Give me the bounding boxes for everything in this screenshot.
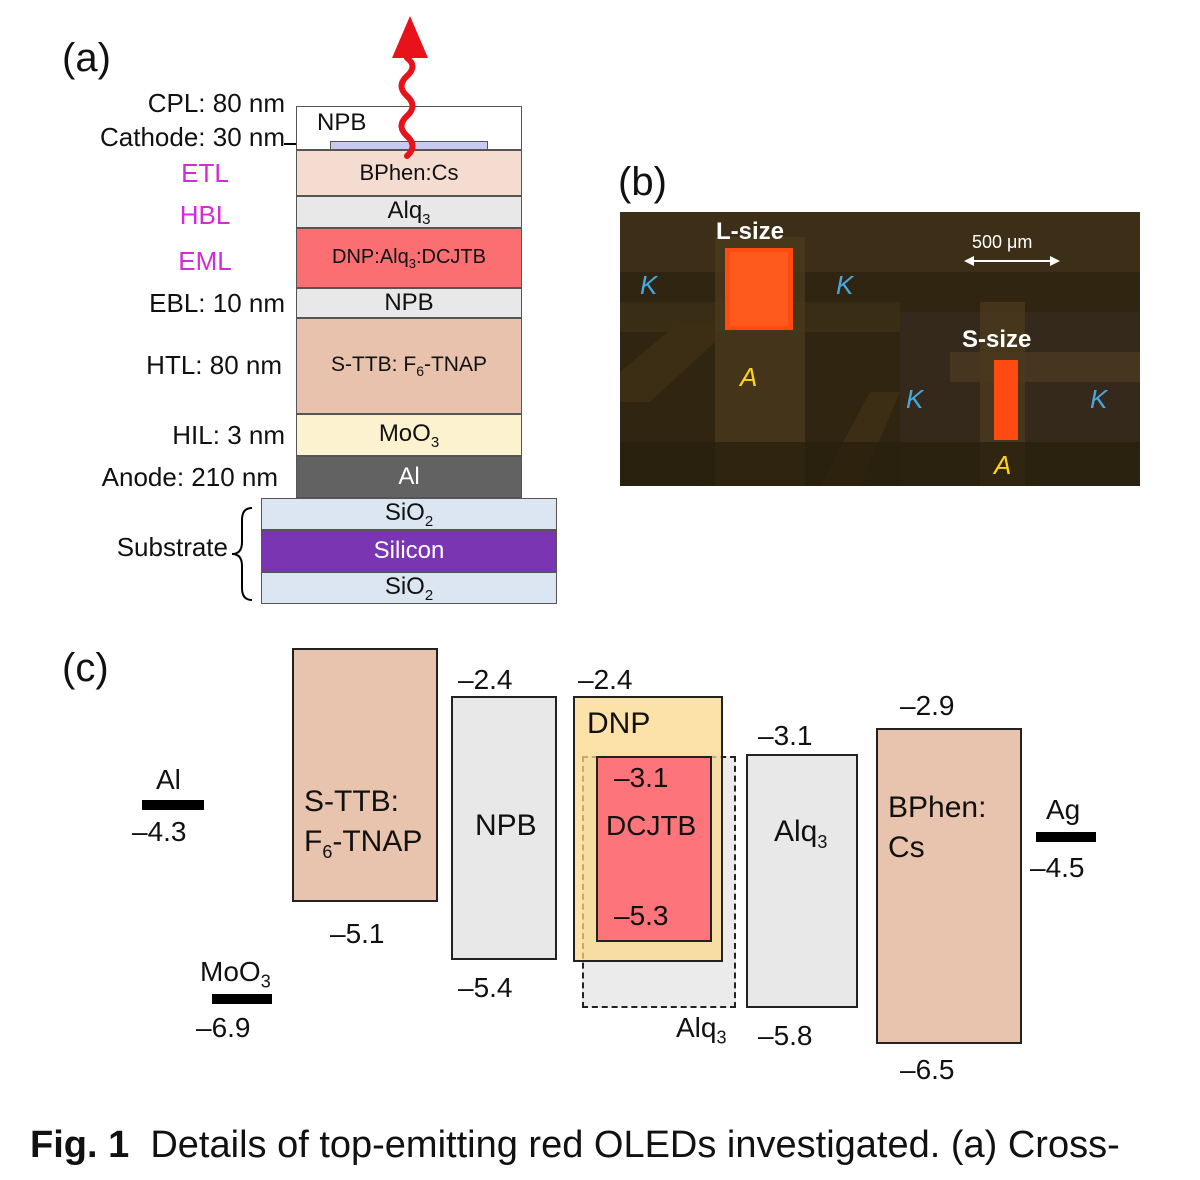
eml-label: EML (178, 246, 232, 276)
scale-bar-arrow (964, 256, 1060, 266)
eml-layer-text: DNP:Alq3:DCJTB (332, 245, 486, 271)
ebl-label: EBL: 10 nm (149, 288, 285, 318)
al-level-value: –4.3 (132, 816, 187, 847)
sio2-bottom-layer-text: SiO2 (384, 572, 434, 604)
alq3-homo-value: –5.8 (758, 1020, 813, 1051)
eml-layer: DNP:Alq3:DCJTB (296, 228, 522, 288)
npb-box: NPB (451, 696, 557, 960)
sttb-box: S-TTB: F6-TNAP (292, 648, 438, 902)
sio2-bottom-layer: SiO2 (261, 572, 557, 604)
alq3-host-name: Alq3 (676, 1012, 727, 1048)
l-size-label: L-size (716, 218, 785, 245)
sio2-top-layer-text: SiO2 (384, 498, 434, 530)
al-name: Al (156, 764, 181, 795)
sttb-name-line1: S-TTB: (304, 785, 399, 818)
ag-name: Ag (1046, 794, 1081, 825)
hbl-layer-text: Alq3 (387, 196, 431, 228)
caption-fig-number: Fig. 1 (30, 1124, 130, 1166)
s-size-label: S-size (962, 326, 1032, 353)
a-label-2: A (994, 450, 1012, 480)
emission-arrow (392, 16, 428, 159)
htl-label: HTL: 80 nm (146, 350, 282, 380)
hil-label: HIL: 3 nm (172, 420, 285, 450)
substrate-brace (231, 507, 253, 601)
dnp-lumo-value: –2.4 (578, 664, 633, 695)
a-label-1: A (740, 362, 758, 392)
bphen-name-line2: Cs (888, 831, 925, 864)
panel-c-label: (c) (62, 646, 109, 690)
bphen-name-line1: BPhen: (888, 791, 987, 824)
htl-layer-text: S-TTB: F6-TNAP (331, 352, 487, 380)
sttb-homo-value: –5.1 (330, 918, 385, 949)
bphen-box: BPhen: Cs (876, 728, 1022, 1044)
figure-caption: Fig. 1 Details of top-emitting red OLEDs… (30, 1124, 1120, 1167)
moo3-level-value: –6.9 (196, 1012, 251, 1043)
scale-bar-label: 500 μm (972, 232, 1033, 252)
panel-a-label: (a) (62, 36, 111, 80)
sttb-name-line2: F6-TNAP (304, 825, 423, 862)
etl-layer-text: BPhen:Cs (359, 160, 459, 185)
cpl-label: CPL: 80 nm (147, 88, 285, 118)
cpl-layer-text: NPB (317, 109, 367, 136)
hbl-label: HBL (179, 200, 231, 230)
npb-homo-value: –5.4 (458, 972, 513, 1003)
caption-text: Details of top-emitting red OLEDs invest… (150, 1124, 1120, 1166)
dcjtb-name: DCJTB (606, 810, 697, 841)
k-label-4: K (1090, 384, 1108, 414)
anode-label: Anode: 210 nm (101, 462, 278, 492)
silicon-layer: Silicon (261, 530, 557, 572)
sio2-top-layer: SiO2 (261, 498, 557, 530)
htl-layer: S-TTB: F6-TNAP (296, 318, 522, 414)
micrograph-pattern (620, 212, 1140, 486)
k-label-2: K (836, 270, 854, 300)
panel-b-label: (b) (618, 160, 667, 204)
alq3-name: Alq3 (774, 815, 828, 852)
ebl-layer: NPB (296, 288, 522, 318)
moo3-level-bar (212, 994, 272, 1004)
bphen-lumo-value: –2.9 (900, 690, 955, 721)
al-level-bar (142, 800, 204, 810)
hil-layer-text: MoO3 (378, 419, 440, 451)
npb-name: NPB (475, 809, 537, 842)
micrograph: L-size S-size 500 μm K K A K K A (620, 212, 1140, 486)
etl-layer: BPhen:Cs (296, 150, 522, 196)
silicon-layer-text: Silicon (373, 537, 445, 564)
alq3-lumo-value: –3.1 (758, 720, 813, 751)
dcjtb-homo-value: –5.3 (614, 900, 669, 931)
anode-layer-text: Al (398, 463, 420, 490)
anode-layer: Al (296, 456, 522, 498)
hbl-layer: Alq3 (296, 196, 522, 228)
ebl-layer-text: NPB (384, 289, 434, 316)
cathode-label: Cathode: 30 nm (99, 122, 285, 152)
ag-level-value: –4.5 (1030, 852, 1085, 883)
k-label-1: K (640, 270, 658, 300)
dcjtb-lumo-value: –3.1 (614, 762, 669, 793)
ag-level-bar (1036, 832, 1096, 842)
moo3-name: MoO3 (200, 956, 271, 992)
k-label-3: K (906, 384, 924, 414)
substrate-label: Substrate (116, 532, 228, 562)
alq3-box: Alq3 (746, 754, 858, 1008)
npb-lumo-value: –2.4 (458, 664, 513, 695)
hil-layer: MoO3 (296, 414, 522, 456)
etl-label: ETL (181, 158, 229, 188)
dcjtb-box: –3.1 DCJTB –5.3 (596, 756, 712, 942)
bphen-homo-value: –6.5 (900, 1054, 955, 1085)
dnp-name: DNP (587, 707, 651, 740)
